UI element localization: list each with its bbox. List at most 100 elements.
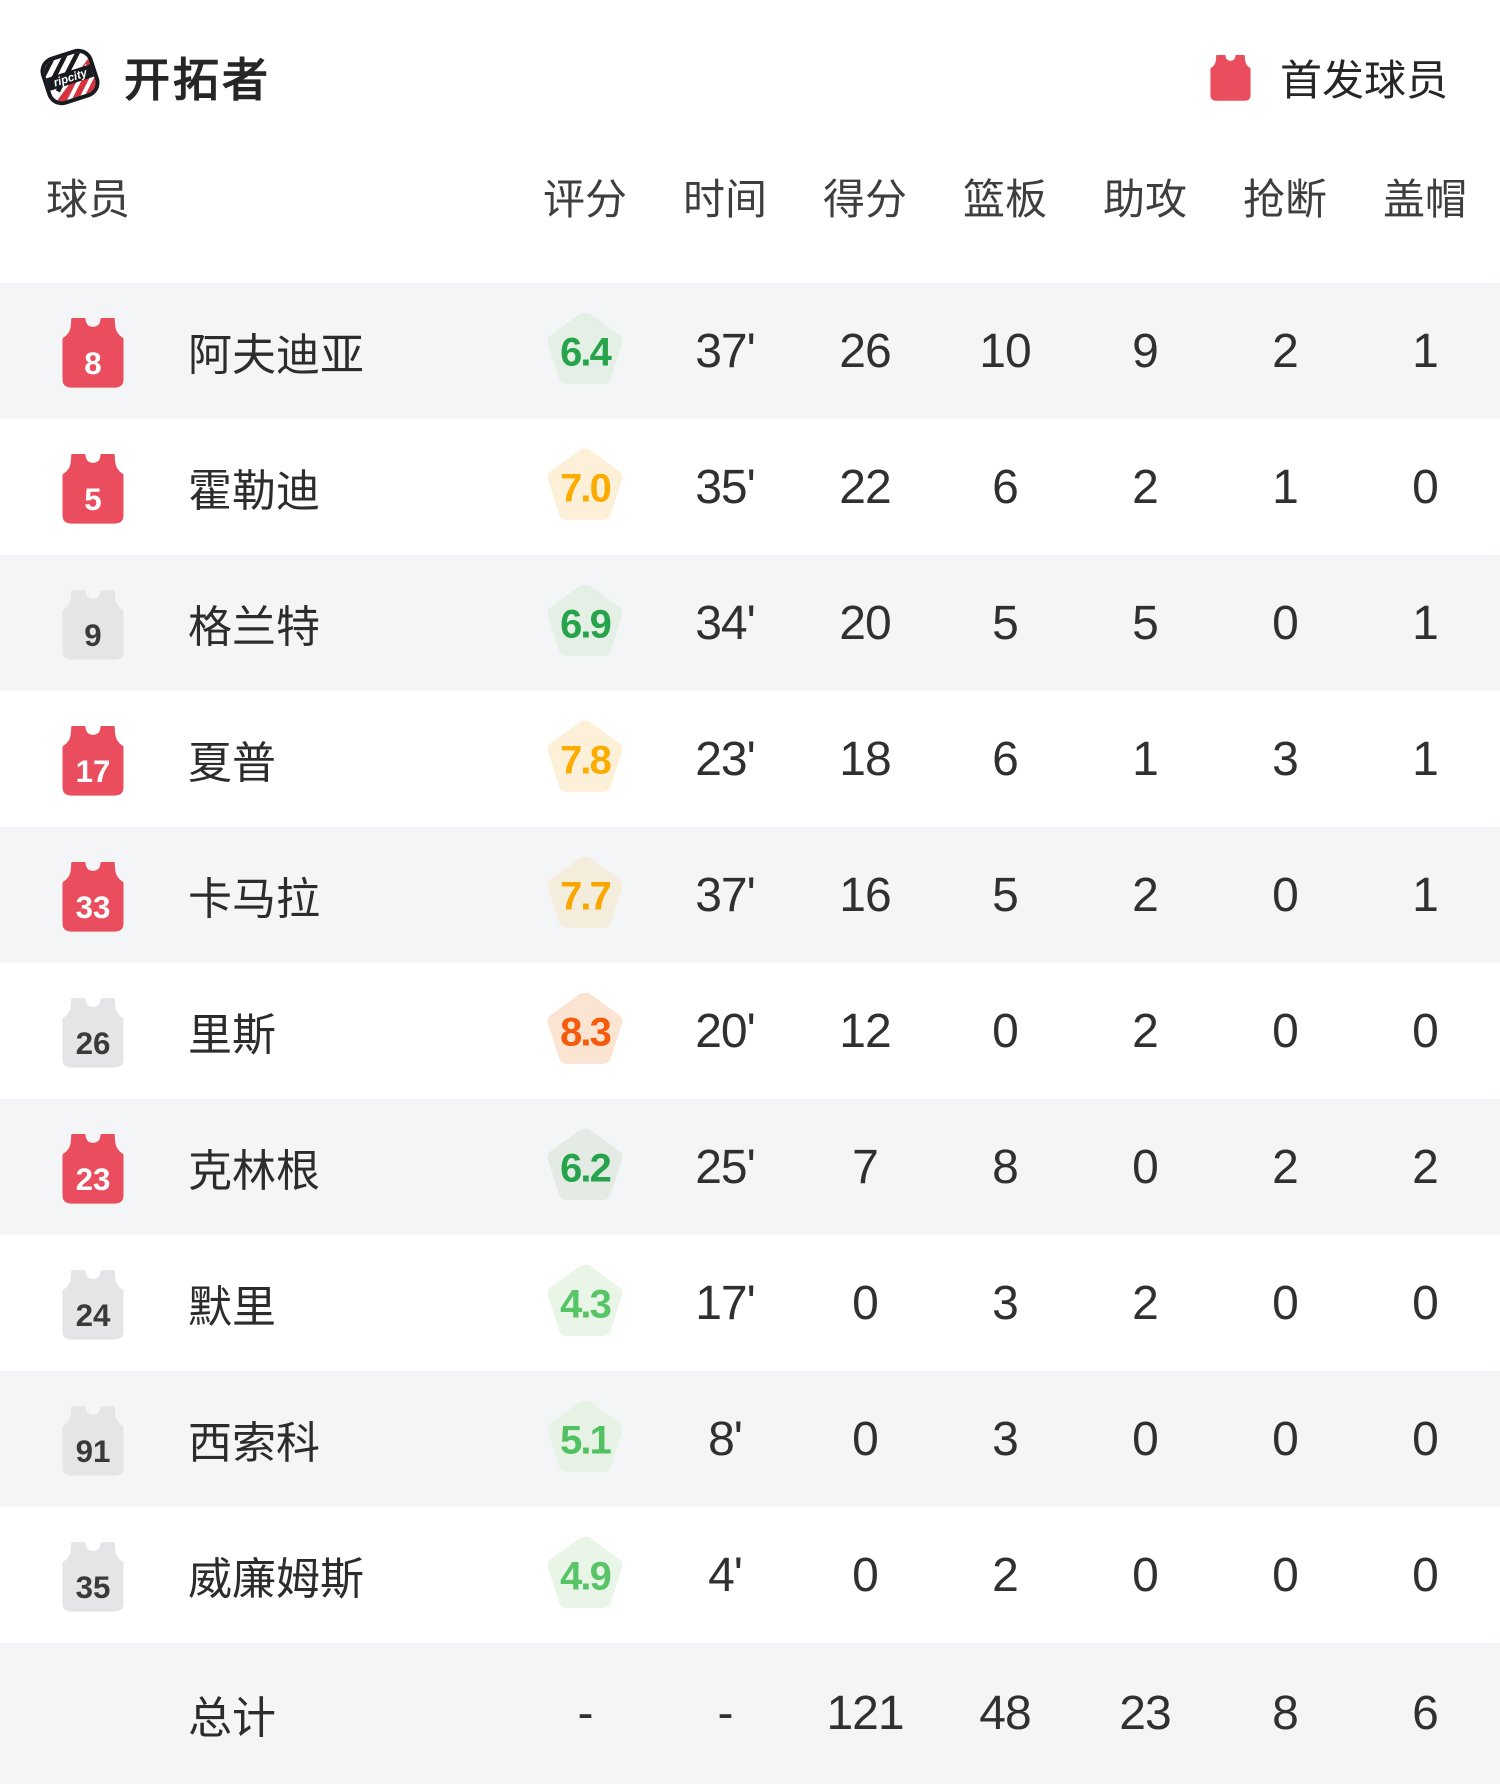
steals-value: 2 — [1272, 324, 1299, 378]
assists-value: 0 — [1132, 1548, 1159, 1602]
assists-value: 2 — [1132, 1004, 1159, 1058]
rating-value: 4.3 — [560, 1282, 610, 1326]
player-name: 威廉姆斯 — [188, 1555, 364, 1604]
time-value: 20' — [695, 1004, 756, 1058]
time-value: 34' — [695, 596, 756, 650]
time-value: 4' — [708, 1548, 743, 1602]
totals-rebounds: 48 — [979, 1687, 1031, 1740]
table-row[interactable]: 5 霍勒迪 7.0 35' 22 6 2 1 0 — [0, 419, 1500, 555]
steals-value: 0 — [1272, 1004, 1299, 1058]
points-value: 26 — [839, 324, 891, 378]
column-rebounds: 篮板 — [962, 176, 1047, 223]
rating-cell: 8.3 — [515, 993, 655, 1069]
steals-value: 0 — [1272, 596, 1299, 650]
rating-cell: 7.0 — [515, 449, 655, 525]
column-points: 得分 — [822, 176, 907, 223]
rebounds-value: 2 — [992, 1548, 1019, 1602]
team-name: 开拓者 — [124, 54, 271, 106]
steals-value: 0 — [1272, 1412, 1299, 1466]
rebounds-value: 5 — [992, 596, 1019, 650]
jersey-number: 17 — [76, 754, 111, 789]
player-rows: 8 阿夫迪亚 6.4 37' 26 10 9 2 1 5 霍勒迪 7 — [0, 283, 1500, 1643]
blocks-value: 1 — [1412, 596, 1439, 650]
totals-points: 121 — [826, 1687, 904, 1740]
jersey-icon: 5 — [62, 453, 124, 524]
column-rating: 评分 — [542, 176, 627, 223]
jersey-number: 8 — [84, 346, 101, 381]
table-row[interactable]: 24 默里 4.3 17' 0 3 2 0 0 — [0, 1235, 1500, 1371]
points-value: 12 — [839, 1004, 891, 1058]
blocks-value: 1 — [1412, 868, 1439, 922]
rating-badge: 7.0 — [547, 449, 623, 520]
player-cell: 8 阿夫迪亚 — [0, 315, 515, 388]
column-blocks: 盖帽 — [1382, 176, 1467, 223]
blocks-value: 0 — [1412, 460, 1439, 514]
table-row[interactable]: 23 克林根 6.2 25' 7 8 0 2 2 — [0, 1099, 1500, 1235]
time-value: 17' — [695, 1276, 756, 1330]
blocks-value: 0 — [1412, 1276, 1439, 1330]
jersey-number: 35 — [76, 1570, 111, 1605]
table-row[interactable]: 9 格兰特 6.9 34' 20 5 5 0 1 — [0, 555, 1500, 691]
rating-value: 7.8 — [560, 738, 610, 782]
rating-badge: 6.2 — [547, 1129, 623, 1200]
jersey-number: 91 — [76, 1434, 111, 1469]
column-assists: 助攻 — [1102, 176, 1187, 223]
player-cell: 17 夏普 — [0, 723, 515, 796]
table-row[interactable]: 35 威廉姆斯 4.9 4' 0 2 0 0 0 — [0, 1507, 1500, 1643]
totals-steals: 8 — [1272, 1687, 1299, 1740]
player-cell: 91 西索科 — [0, 1403, 515, 1476]
rating-badge: 5.1 — [547, 1401, 623, 1472]
steals-value: 0 — [1272, 1276, 1299, 1330]
jersey-icon: 8 — [62, 317, 124, 388]
table-row[interactable]: 8 阿夫迪亚 6.4 37' 26 10 9 2 1 — [0, 283, 1500, 419]
player-cell: 26 里斯 — [0, 995, 515, 1068]
player-name: 西索科 — [188, 1419, 320, 1468]
assists-value: 1 — [1132, 732, 1159, 786]
points-value: 18 — [839, 732, 891, 786]
steals-value: 2 — [1272, 1140, 1299, 1194]
player-cell: 9 格兰特 — [0, 587, 515, 660]
points-value: 16 — [839, 868, 891, 922]
rating-cell: 6.4 — [515, 313, 655, 389]
table-row[interactable]: 33 卡马拉 7.7 37' 16 5 2 0 1 — [0, 827, 1500, 963]
time-value: 37' — [695, 868, 756, 922]
table-row[interactable]: 91 西索科 5.1 8' 0 3 0 0 0 — [0, 1371, 1500, 1507]
player-cell: 33 卡马拉 — [0, 859, 515, 932]
table-row[interactable]: 26 里斯 8.3 20' 12 0 2 0 0 — [0, 963, 1500, 1099]
blocks-value: 0 — [1412, 1548, 1439, 1602]
time-value: 8' — [708, 1412, 743, 1466]
rebounds-value: 3 — [992, 1276, 1019, 1330]
rebounds-value: 3 — [992, 1412, 1019, 1466]
assists-value: 0 — [1132, 1412, 1159, 1466]
jersey-number: 24 — [76, 1298, 111, 1333]
blocks-value: 1 — [1412, 732, 1439, 786]
steals-value: 0 — [1272, 1548, 1299, 1602]
team-header: ripcity 开拓者 — [38, 44, 271, 110]
rebounds-value: 6 — [992, 460, 1019, 514]
steals-value: 3 — [1272, 732, 1299, 786]
player-name: 格兰特 — [188, 603, 320, 652]
rebounds-value: 5 — [992, 868, 1019, 922]
jersey-number: 9 — [84, 618, 101, 653]
table-row[interactable]: 17 夏普 7.8 23' 18 6 1 3 1 — [0, 691, 1500, 827]
time-value: 35' — [695, 460, 756, 514]
rating-badge: 4.9 — [547, 1537, 623, 1608]
totals-time: - — [717, 1687, 734, 1740]
column-steals: 抢断 — [1242, 176, 1327, 223]
player-cell: 24 默里 — [0, 1267, 515, 1340]
jersey-icon: 24 — [62, 1269, 124, 1340]
totals-assists: 23 — [1119, 1687, 1171, 1740]
player-name: 里斯 — [188, 1011, 276, 1060]
player-name: 霍勒迪 — [188, 467, 320, 516]
rating-badge: 8.3 — [547, 993, 623, 1064]
jersey-number: 26 — [76, 1026, 111, 1061]
starter-jersey-icon — [1210, 55, 1251, 101]
starter-legend-label: 首发球员 — [1279, 56, 1448, 104]
jersey-icon: 23 — [62, 1133, 124, 1204]
totals-rating: - — [577, 1687, 594, 1740]
rebounds-value: 6 — [992, 732, 1019, 786]
header-bar: ripcity 开拓者 首发球员 — [0, 0, 1500, 110]
points-value: 0 — [852, 1548, 879, 1602]
player-name: 卡马拉 — [188, 875, 320, 924]
totals-row: 总计 - - 121 48 23 8 6 — [0, 1643, 1500, 1784]
